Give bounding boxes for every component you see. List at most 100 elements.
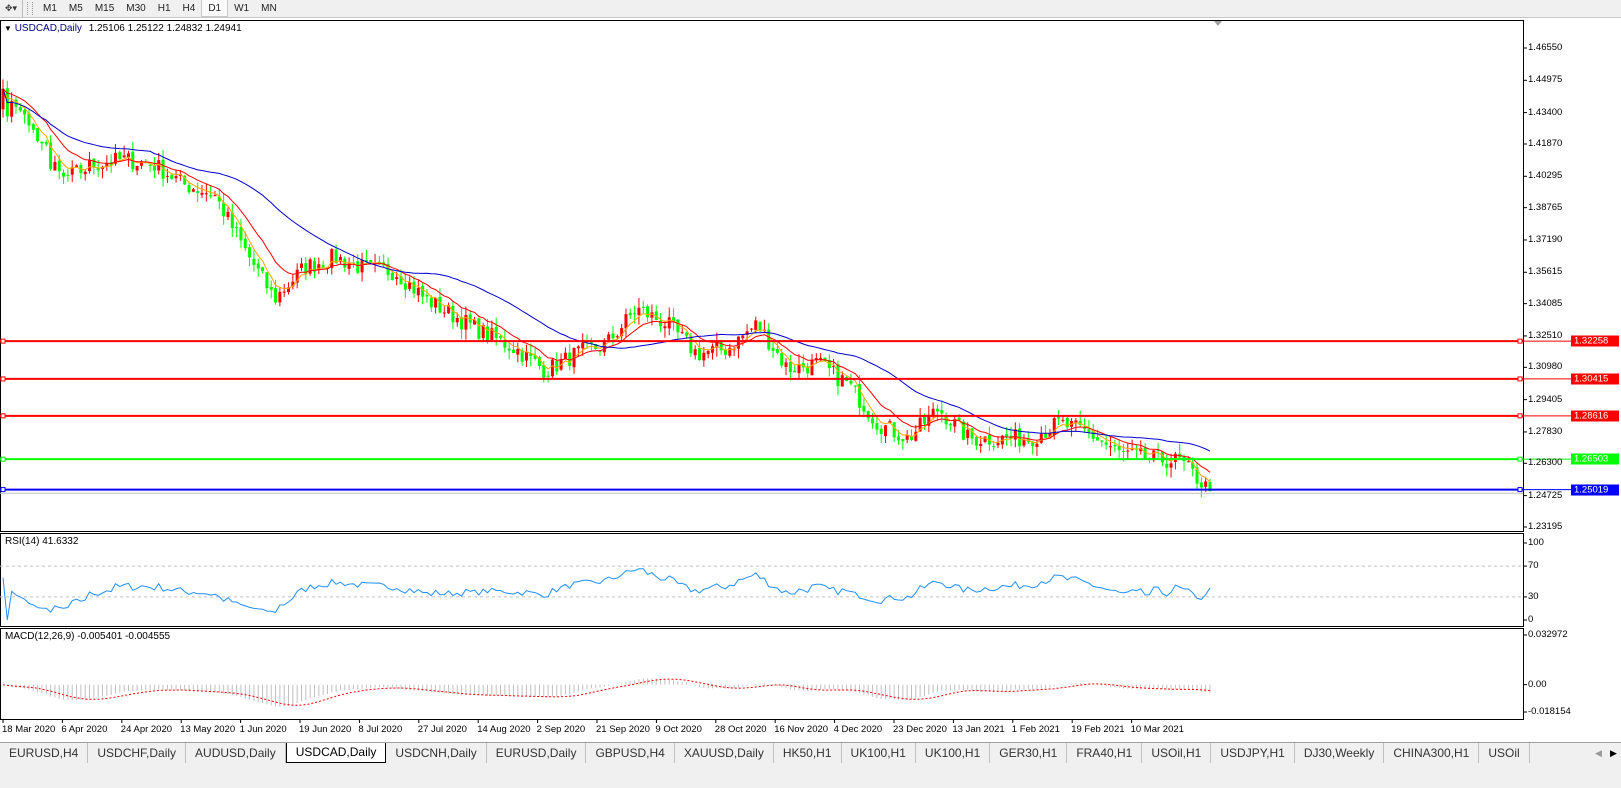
candle-body [304,263,308,274]
timeframe-m1[interactable]: M1 [43,3,57,14]
candle-body [252,258,256,265]
chart-tab[interactable]: UK100,H1 [842,743,916,763]
timeframe-h4[interactable]: H4 [182,3,196,14]
candle-body [948,424,952,426]
candle-body [624,314,628,329]
candle-body [230,212,234,228]
candle-body [905,434,909,440]
candle-body [213,195,217,197]
candle-body [555,360,559,372]
candle-body [390,272,394,280]
candle-body [542,365,546,378]
candle-body [126,153,130,158]
macd-signal-line [2,678,1211,706]
candle-body [1057,416,1061,419]
candle-body [105,163,109,167]
candle-body [1044,433,1048,438]
chart-tab[interactable]: FRA40,H1 [1067,743,1143,763]
date-tick-label: 23 Dec 2020 [893,724,947,735]
candle-body [57,160,61,172]
timeframe-mn[interactable]: MN [261,3,277,14]
candle-body [1035,443,1039,447]
candle-body [308,259,312,274]
candle-body [810,359,814,376]
rsi-tick-label: 0 [1528,614,1534,625]
candle-body [395,277,399,280]
chart-tab[interactable]: USDCAD,Daily [285,743,387,763]
timeframe-m5[interactable]: M5 [68,3,83,14]
chart-tab[interactable]: DJ30,Weekly [1295,743,1385,763]
candle-body [96,167,100,171]
timeframe-m30[interactable]: M30 [126,3,146,14]
candle-body [1126,450,1130,452]
candle-body [1005,434,1009,438]
date-tick-label: 1 Feb 2021 [1011,724,1060,735]
candle-body [957,417,961,421]
candle-body [1199,482,1203,488]
chart-tab[interactable]: USOil [1479,743,1530,763]
candle-body [122,155,126,158]
chart-tab[interactable]: HK50,H1 [774,743,842,763]
candle-body [706,350,710,355]
chart-tab[interactable]: USDCNH,Daily [386,743,487,763]
candle-body [793,370,797,373]
hline-anchor-handle [1517,456,1523,462]
candle-body [966,429,970,439]
chart-tab[interactable]: EURUSD,H4 [0,743,89,763]
chart-tab[interactable]: UK100,H1 [916,743,991,763]
candle-body [702,352,706,361]
candle-body [1078,420,1082,425]
candle-body [1208,482,1212,492]
candle-body [836,364,840,386]
candle-body [291,281,295,287]
hline-anchor-handle [1517,413,1523,419]
chart-tools-dropdown[interactable]: ✥▾ [0,0,23,17]
chart-tab[interactable]: CHINA300,H1 [1384,743,1480,763]
toolbar-grip[interactable] [27,2,33,15]
candle-body [866,411,870,419]
hline-anchor-handle [0,456,6,462]
candle-body [767,329,771,350]
candle-body [680,332,684,334]
chart-tab[interactable]: USDCHF,Daily [88,743,187,763]
chart-canvas[interactable] [0,0,1621,742]
chart-tab[interactable]: GER30,H1 [990,743,1068,763]
candle-body [871,418,875,424]
chart-tab[interactable]: AUDUSD,Daily [186,743,286,763]
chart-tab[interactable]: EURUSD,Daily [487,743,587,763]
candle-body [775,349,779,353]
collapse-triangle-icon[interactable]: ▼ [4,24,12,33]
candle-body [243,238,247,249]
candle-body [745,331,749,335]
candle-body [953,419,957,427]
timeframe-h1[interactable]: H1 [157,3,171,14]
candle-body [589,340,593,345]
candle-body [879,428,883,435]
hline-anchor-handle [1517,338,1523,344]
candle-body [1022,440,1026,446]
chart-tab[interactable]: USDJPY,H1 [1211,743,1295,763]
candle-body [788,361,792,373]
date-tick-label: 2 Sep 2020 [536,724,586,735]
timeframe-m15[interactable]: M15 [94,3,115,14]
hline-anchor-handle [1517,487,1523,493]
chart-tab[interactable]: USOil,H1 [1142,743,1212,763]
price-tick-label: 1.46550 [1528,42,1563,53]
hline-anchor-handle [1517,376,1523,382]
candle-body [922,415,926,424]
scroll-left-icon[interactable]: ◀ [1595,747,1602,758]
candle-body [165,175,169,177]
chart-tab[interactable]: GBPUSD,H4 [586,743,675,763]
timeframe-w1[interactable]: W1 [234,3,250,14]
chart-tab[interactable]: XAUUSD,Daily [675,743,774,763]
candle-body [637,307,641,316]
candle-body [607,334,611,340]
scroll-right-icon[interactable]: ▶ [1610,747,1617,758]
candle-body [897,436,901,441]
candle-body [317,264,321,271]
candle-body [1152,450,1156,461]
candle-body [1039,433,1043,443]
timeframe-d1[interactable]: D1 [201,0,229,17]
candle-body [70,167,74,175]
candle-body [563,352,567,360]
